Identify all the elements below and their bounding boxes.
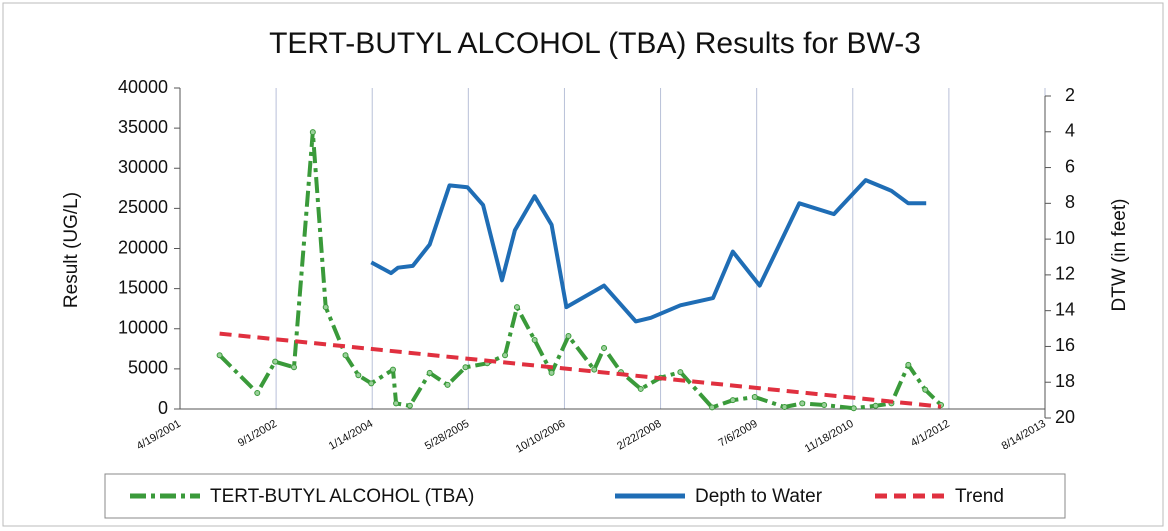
point [677,369,684,376]
legend-label: TERT-BUTYL ALCOHOL (TBA) [210,486,474,507]
y-tick-label: 15000 [118,277,168,297]
point [502,352,509,359]
y2-tick-label: 12 [1055,264,1075,284]
point [872,402,879,409]
point [781,403,788,410]
point [709,404,716,411]
y-tick-label: 25000 [118,197,168,217]
y2-tick-label: 6 [1065,156,1075,176]
y2-tick-label: 4 [1065,121,1075,141]
y2-tick-label: 8 [1065,192,1075,212]
point [462,364,469,371]
point [389,366,396,373]
y-axis-label: Result (UG/L) [61,192,82,308]
series-line [370,178,927,324]
point [905,361,912,368]
legend-label: Depth to Water [695,486,823,507]
point [637,385,644,392]
y2-tick-label: 20 [1055,407,1075,427]
y2-tick-label: 14 [1055,299,1075,319]
point [591,366,598,373]
y-tick-label: 35000 [118,117,168,137]
point [565,332,572,339]
point [368,380,375,387]
point [322,304,329,311]
y-tick-label: 10000 [118,318,168,338]
point [309,129,316,136]
point [426,369,433,376]
point [922,386,929,393]
y-tick-label: 20000 [118,237,168,257]
point [531,336,538,343]
y-tick-label: 5000 [128,358,168,378]
point [548,369,555,376]
point [355,372,362,379]
point [272,358,279,365]
point [751,393,758,400]
y2-axis-label: DTW (in feet) [1109,199,1130,312]
point [850,405,857,412]
series-line [219,331,942,409]
y-tick-label: 0 [158,398,168,418]
point [216,352,223,359]
legend-label: Trend [955,486,1004,507]
point [342,352,349,359]
chart-title: TERT-BUTYL ALCOHOL (TBA) Results for BW-… [269,27,921,60]
point [444,381,451,388]
point [601,345,608,352]
point [254,389,261,396]
point [290,364,297,371]
y2-tick-label: 16 [1055,335,1075,355]
y-tick-label: 40000 [118,77,168,97]
point [513,304,520,311]
y-tick-label: 30000 [118,157,168,177]
point [393,400,400,407]
point [729,397,736,404]
point [821,401,828,408]
y2-tick-label: 2 [1065,85,1075,105]
point [406,402,413,409]
y2-tick-label: 10 [1055,228,1075,248]
point [799,400,806,407]
y2-tick-label: 18 [1055,371,1075,391]
